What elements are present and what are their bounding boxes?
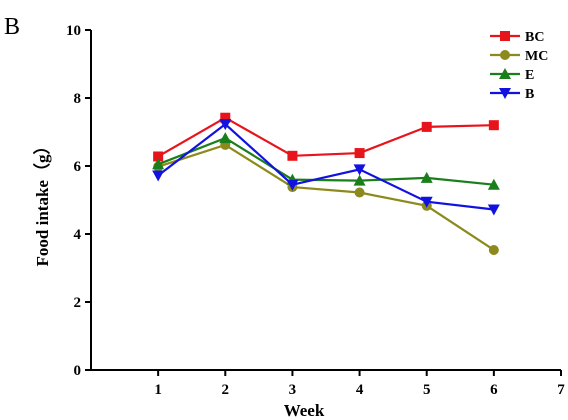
- y-tick-label: 10: [66, 23, 81, 39]
- series-e-point: [219, 132, 232, 144]
- x-tick-label: 1: [154, 382, 162, 398]
- series-e-point: [353, 174, 366, 186]
- series-b-point: [152, 170, 165, 182]
- legend-item-e: E: [490, 68, 534, 83]
- series-b-point: [286, 179, 299, 191]
- series-b-point: [487, 204, 500, 216]
- y-tick-label: 6: [74, 159, 82, 175]
- legend: BC MC EB: [490, 30, 548, 102]
- y-axis-title: Food intake（g）: [32, 138, 52, 267]
- series-b-point: [353, 164, 366, 176]
- legend-label: MC: [525, 49, 548, 64]
- legend-swatch-marker: [500, 31, 510, 41]
- x-tick-label: 7: [557, 382, 565, 398]
- legend-label: B: [525, 87, 534, 102]
- series-b-line: [157, 122, 494, 211]
- series-b: [152, 119, 500, 216]
- series-mc: [153, 139, 499, 255]
- series-b-point: [219, 119, 232, 131]
- series-e: [152, 132, 500, 190]
- x-tick-label: 4: [356, 382, 364, 398]
- x-tick-label: 3: [289, 382, 297, 398]
- series-e-point: [420, 171, 433, 183]
- series-bc: [153, 112, 499, 162]
- series-e-line: [157, 136, 494, 186]
- x-axis-title: Week: [284, 401, 325, 420]
- legend-swatch-marker: [499, 68, 511, 79]
- series-bc-point: [287, 150, 298, 161]
- legend-label: E: [525, 68, 534, 83]
- x-tick-label: 6: [490, 382, 498, 398]
- y-axis: 0 2 4 6 8 10: [66, 23, 92, 379]
- y-tick-label: 2: [74, 295, 82, 311]
- x-tick-label: 5: [423, 382, 431, 398]
- series-b-point: [420, 196, 433, 208]
- series-bc-line: [157, 116, 494, 158]
- series-mc-line: [157, 143, 495, 251]
- series-bc-point: [421, 121, 432, 132]
- legend-swatch-marker: [499, 88, 511, 99]
- y-tick-label: 0: [74, 363, 82, 379]
- y-tick-label: 4: [74, 227, 82, 243]
- legend-label: BC: [525, 30, 544, 45]
- x-axis: 1 2 3 4 5 6 7: [91, 369, 565, 398]
- series-e-point: [487, 178, 500, 190]
- legend-swatch-marker: [500, 50, 510, 60]
- series-mc-point: [488, 244, 499, 255]
- x-tick-label: 2: [222, 382, 230, 398]
- series-bc-point: [153, 151, 164, 162]
- series-bc-point: [354, 148, 365, 159]
- series-bc-point: [488, 120, 499, 131]
- series-mc-point: [354, 187, 365, 198]
- y-tick-label: 8: [74, 91, 82, 107]
- series-e-point: [152, 158, 165, 170]
- panel-label: B: [4, 14, 20, 40]
- series-bc-point: [220, 112, 231, 123]
- legend-item-bc: BC: [490, 30, 544, 45]
- legend-item-b: B: [490, 87, 534, 102]
- legend-item-mc: MC: [490, 49, 548, 64]
- series-layer: [152, 112, 500, 255]
